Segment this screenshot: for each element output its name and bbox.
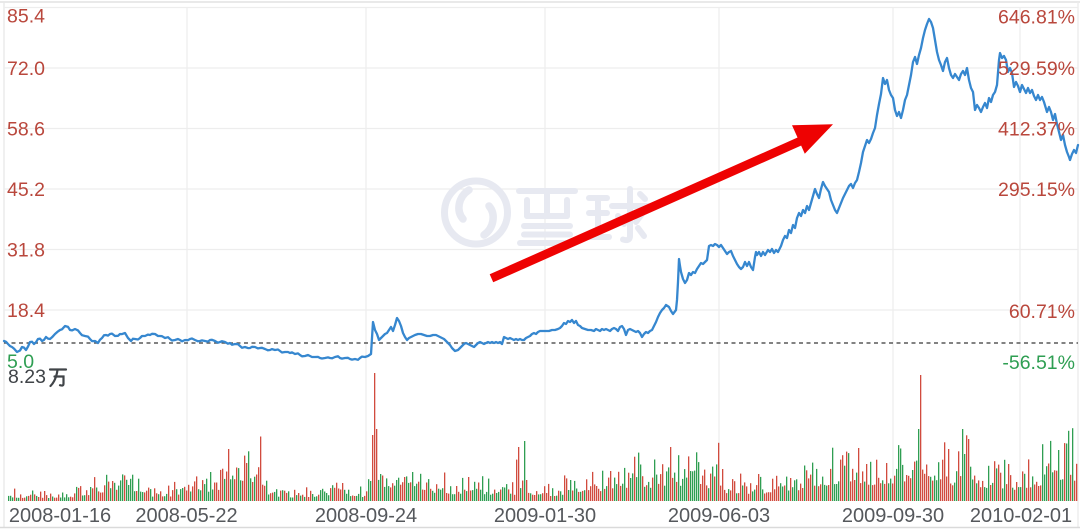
svg-text:58.6: 58.6 (7, 119, 45, 141)
svg-text:72.0: 72.0 (7, 58, 45, 80)
svg-text:85.4: 85.4 (7, 6, 45, 28)
svg-text:412.37%: 412.37% (998, 119, 1075, 141)
svg-text:5.0: 5.0 (7, 351, 34, 373)
svg-text:31.8: 31.8 (7, 240, 45, 262)
svg-text:2008-01-16: 2008-01-16 (9, 505, 111, 527)
svg-text:2009-09-30: 2009-09-30 (842, 505, 944, 527)
svg-text:2009-01-30: 2009-01-30 (494, 505, 596, 527)
svg-text:646.81%: 646.81% (998, 7, 1075, 29)
svg-text:60.71%: 60.71% (1009, 301, 1075, 323)
svg-text:45.2: 45.2 (7, 179, 45, 201)
svg-text:-56.51%: -56.51% (1002, 352, 1075, 374)
svg-text:295.15%: 295.15% (998, 179, 1075, 201)
svg-text:2008-09-24: 2008-09-24 (315, 505, 417, 527)
svg-text:2010-02-01: 2010-02-01 (970, 505, 1072, 527)
svg-text:18.4: 18.4 (7, 300, 45, 322)
svg-text:8.23: 8.23 (8, 366, 46, 388)
svg-text:2009-06-03: 2009-06-03 (668, 505, 770, 527)
svg-text:2008-05-22: 2008-05-22 (135, 505, 237, 527)
svg-text:529.59%: 529.59% (998, 58, 1075, 80)
